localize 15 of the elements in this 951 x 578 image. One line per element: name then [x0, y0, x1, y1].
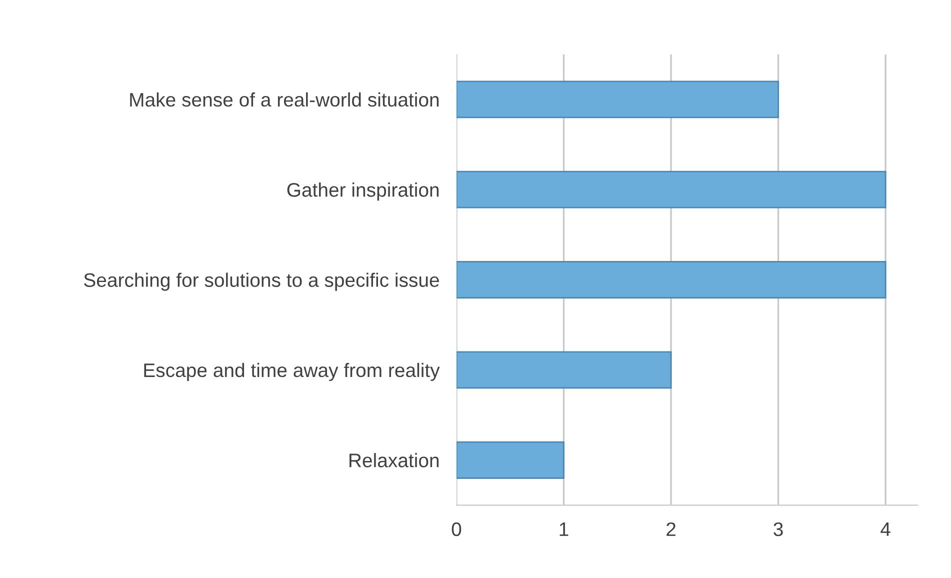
y-tick-label: Searching for solutions to a specific issue [84, 272, 439, 291]
y-tick-label: Make sense of a real-world situation [130, 92, 439, 107]
bar [456, 261, 886, 298]
x-tick-label: 2 [666, 522, 676, 536]
bar [456, 80, 779, 118]
x-tick-label: 4 [880, 522, 890, 536]
x-tick-label: 3 [774, 522, 783, 536]
x-tick-label: 0 [452, 522, 462, 536]
y-tick-label: Relaxation [350, 453, 439, 468]
y-tick-label: Escape and time away from reality [144, 362, 440, 381]
bar [456, 170, 886, 208]
y-tick-label: Gather inspiration [287, 182, 439, 201]
bar [456, 351, 672, 389]
x-tick-label: 1 [560, 522, 568, 536]
bar [456, 441, 564, 479]
